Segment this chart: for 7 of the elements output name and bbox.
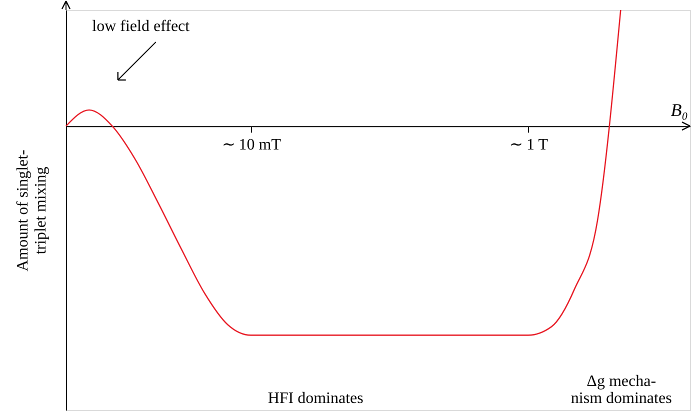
y-axis-title: Amount of singlet- triplet mixing [14,150,50,272]
text: Δg mecha- nism dominates [570,373,672,407]
annotation: low field effect [92,18,190,35]
x-axis-title: B₀ [670,100,688,120]
text: HFI dominates [268,390,364,407]
x-tick-label: ∼ 10 mT [222,136,282,154]
x-tick-label: ∼ 1 T [509,136,548,154]
